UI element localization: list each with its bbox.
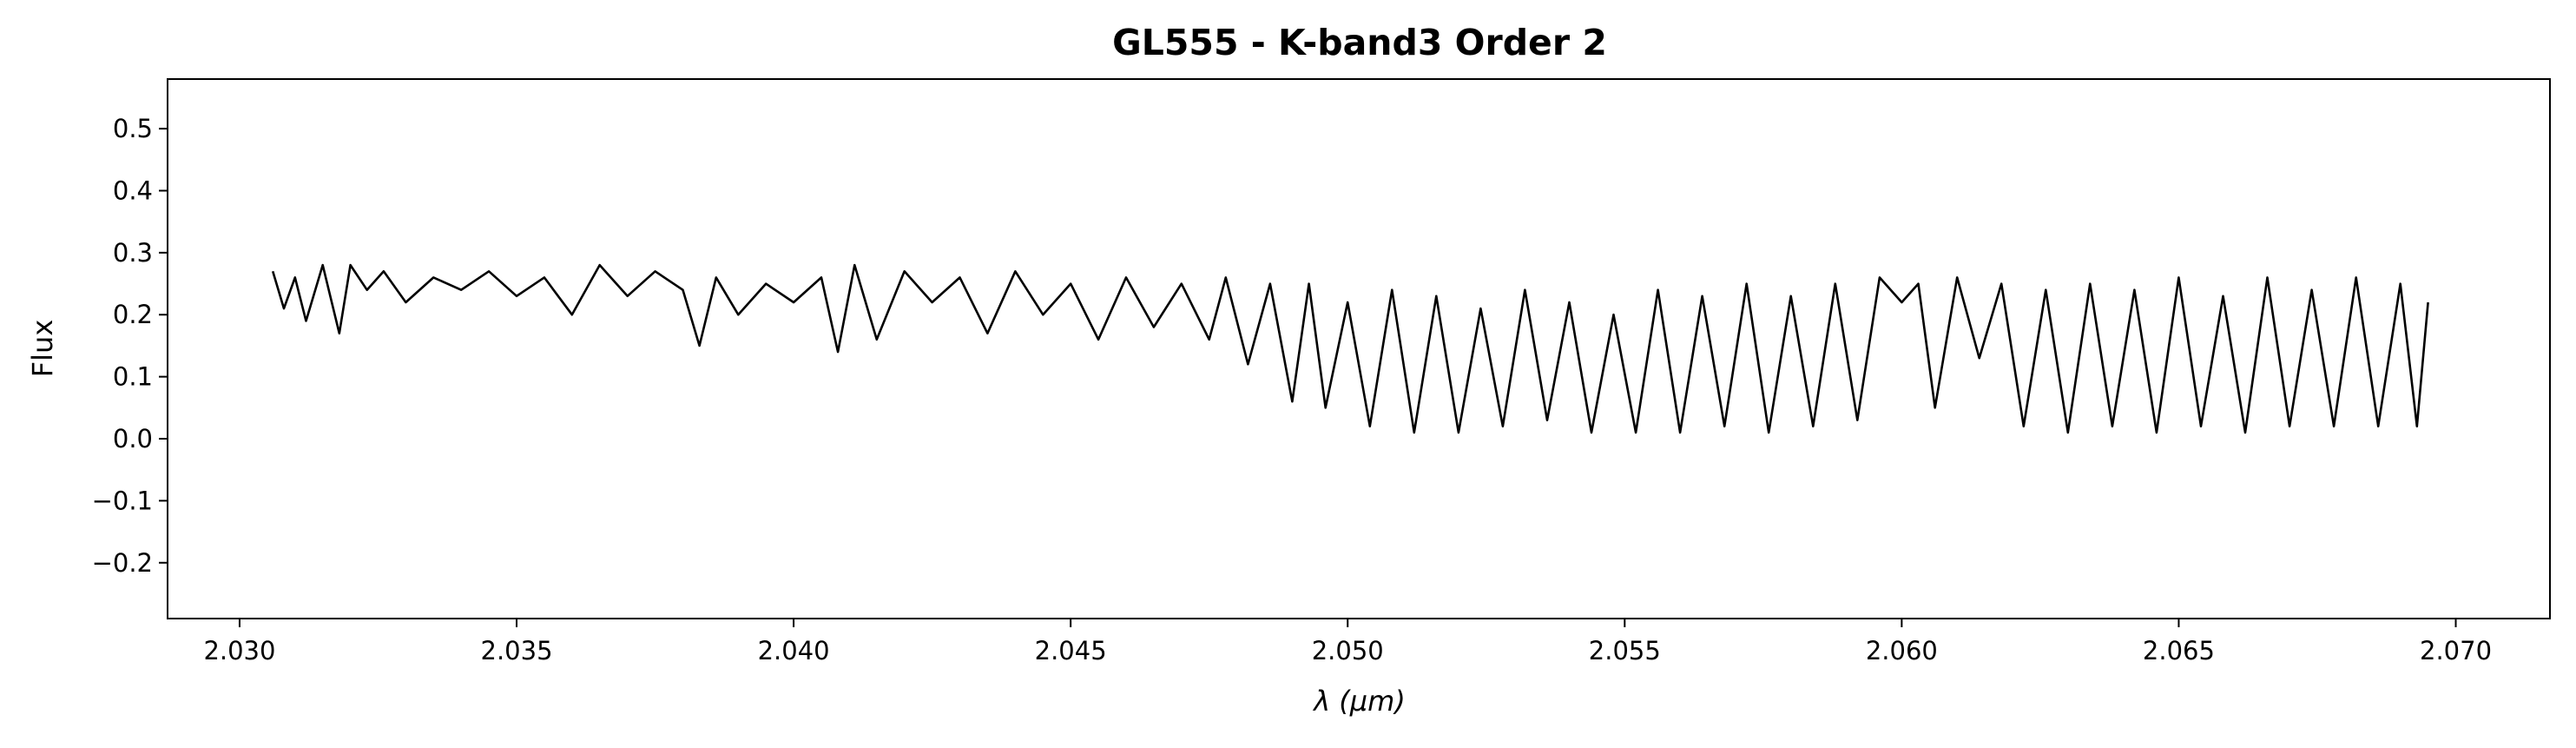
y-tick-label: 0.3 <box>113 238 153 268</box>
x-tick-label: 2.065 <box>2143 636 2215 665</box>
y-axis-ticks: 0.5 0.4 0.3 0.2 0.1 0.0 −0.1 −0.2 <box>92 114 168 578</box>
x-axis-label: λ (μm) <box>1312 685 1406 718</box>
x-tick-label: 2.070 <box>2420 636 2492 665</box>
x-tick-label: 2.050 <box>1312 636 1384 665</box>
x-tick-label: 2.030 <box>203 636 275 665</box>
x-tick-label: 2.060 <box>1866 636 1938 665</box>
x-tick-label: 2.040 <box>758 636 830 665</box>
y-tick-label: 0.1 <box>113 362 153 392</box>
y-axis-label: Flux <box>26 320 59 378</box>
flux-series-line <box>271 263 2429 434</box>
y-tick-label: 0.4 <box>113 175 153 205</box>
plot-frame <box>167 78 2551 619</box>
y-tick-label: −0.2 <box>92 548 153 578</box>
y-tick-label: 0.0 <box>113 424 153 453</box>
y-tick-label: 0.2 <box>113 300 153 329</box>
x-tick-label: 2.045 <box>1035 636 1107 665</box>
x-tick-label: 2.035 <box>481 636 553 665</box>
x-tick-label: 2.055 <box>1589 636 1661 665</box>
y-tick-label: −0.1 <box>92 486 153 515</box>
chart-title: GL555 - K-band3 Order 2 <box>1112 22 1607 63</box>
y-tick-label: 0.5 <box>113 114 153 143</box>
x-axis-ticks: 2.030 2.035 2.040 2.045 2.050 2.055 2.060 2.065… <box>203 619 2492 665</box>
